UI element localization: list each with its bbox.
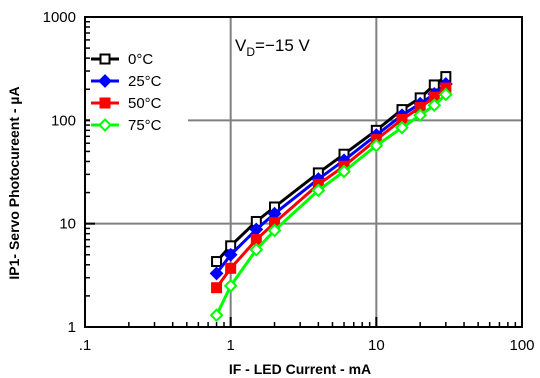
annotation-main: V xyxy=(235,36,247,55)
y-tick-label: 1000 xyxy=(43,9,76,26)
x-axis-title: IF - LED Current - mA xyxy=(229,361,371,377)
y-tick-label: 100 xyxy=(51,112,76,129)
data-point xyxy=(211,256,223,268)
data-point xyxy=(438,87,453,102)
legend-label: 25°C xyxy=(128,73,162,90)
legend-marker xyxy=(98,118,112,132)
legend-label: 0°C xyxy=(128,51,153,68)
data-point xyxy=(211,282,223,294)
legend-item: 75°C xyxy=(91,117,162,134)
x-tick-label: 1 xyxy=(226,337,234,354)
legend: 0°C 25°C 50°C 75°C xyxy=(90,42,188,142)
annotation-sub: D xyxy=(246,45,255,59)
data-point xyxy=(225,262,237,274)
data-point xyxy=(427,98,442,113)
legend-label: 50°C xyxy=(128,95,162,112)
y-axis-title: IP1- Servo Photocureent - µA xyxy=(6,86,22,279)
legend-marker xyxy=(99,53,111,65)
data-point xyxy=(209,266,224,281)
y-tick-label: 1 xyxy=(68,319,76,336)
data-point xyxy=(209,308,224,323)
data-point xyxy=(223,278,238,293)
x-tick-label: 100 xyxy=(509,337,534,354)
data-point xyxy=(413,108,428,123)
data-point xyxy=(223,247,238,262)
data-point xyxy=(249,242,264,257)
data-point xyxy=(369,138,384,153)
legend-item: 50°C xyxy=(91,95,162,112)
legend-item: 0°C xyxy=(91,51,153,68)
data-point xyxy=(267,223,282,238)
x-tick-label: .1 xyxy=(79,337,92,354)
plot-frame xyxy=(84,16,523,328)
data-point xyxy=(311,183,326,198)
legend-marker xyxy=(99,97,111,109)
legend-marker xyxy=(98,74,112,88)
data-point xyxy=(395,120,409,135)
series-3 xyxy=(209,87,453,323)
series-group xyxy=(209,71,453,323)
data-point xyxy=(337,164,351,179)
x-tick-label: 10 xyxy=(368,337,385,354)
annotation-vd: VD=−15 V xyxy=(235,36,311,59)
legend-item: 25°C xyxy=(91,73,162,90)
y-tick-label: 10 xyxy=(59,216,76,233)
legend-label: 75°C xyxy=(128,117,162,134)
annotation-rest: =−15 V xyxy=(255,36,310,55)
